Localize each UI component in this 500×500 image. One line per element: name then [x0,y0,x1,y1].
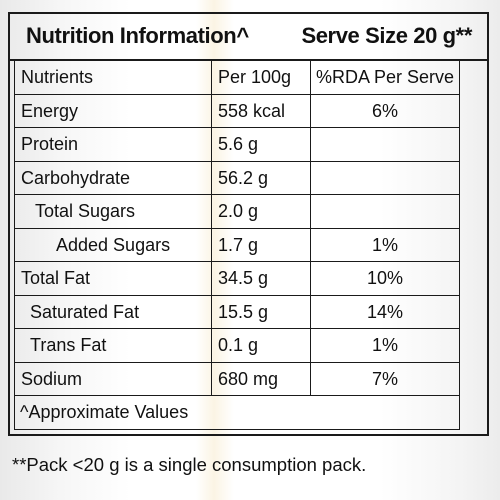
header-rda-per-serve: %RDA Per Serve [310,60,460,95]
header-nutrients: Nutrients [14,60,212,95]
row-protein-rda [310,127,460,162]
table-header-row: Nutrients Per 100g %RDA Per Serve [14,60,460,95]
panel-title: Nutrition Information^ [26,23,249,48]
row-total-sugars-nutrient: Total Sugars [14,194,212,229]
row-energy-nutrient: Energy [14,93,212,128]
table-row: Saturated Fat 15.5 g 14% [14,294,460,329]
row-total-sugars-rda [310,194,460,229]
row-trans-fat-nutrient: Trans Fat [14,328,212,363]
serve-size: Serve Size 20 g** [301,23,472,48]
table-row: Total Fat 34.5 g 10% [14,261,460,296]
approximate-values-note: ^Approximate Values [14,395,460,430]
row-added-sugars-nutrient: Added Sugars [14,227,212,262]
row-total-sugars-per-100g: 2.0 g [211,194,311,229]
row-added-sugars-rda: 1% [310,227,460,262]
table-row: Carbohydrate 56.2 g [14,160,460,195]
row-carbohydrate-per-100g: 56.2 g [211,160,311,195]
row-saturated-fat-per-100g: 15.5 g [211,294,311,329]
row-energy-per-100g: 558 kcal [211,93,311,128]
row-added-sugars-per-100g: 1.7 g [211,227,311,262]
row-saturated-fat-rda: 14% [310,294,460,329]
header-per-100g: Per 100g [211,60,311,95]
nutrition-table: Nutrients Per 100g %RDA Per Serve Energy… [14,60,460,430]
row-saturated-fat-nutrient: Saturated Fat [14,294,212,329]
row-protein-nutrient: Protein [14,127,212,162]
table-row: Energy 558 kcal 6% [14,93,460,128]
table-footnote-row: ^Approximate Values [14,395,460,430]
row-carbohydrate-rda [310,160,460,195]
table-row: Trans Fat 0.1 g 1% [14,328,460,363]
row-protein-per-100g: 5.6 g [211,127,311,162]
table-row: Sodium 680 mg 7% [14,361,460,396]
row-total-fat-per-100g: 34.5 g [211,261,311,296]
row-carbohydrate-nutrient: Carbohydrate [14,160,212,195]
row-sodium-nutrient: Sodium [14,361,212,396]
pack-note: **Pack <20 g is a single consumption pac… [12,454,367,475]
row-sodium-rda: 7% [310,361,460,396]
row-sodium-per-100g: 680 mg [211,361,311,396]
row-trans-fat-per-100g: 0.1 g [211,328,311,363]
title-row: Nutrition Information^ Serve Size 20 g** [10,14,487,61]
row-total-fat-rda: 10% [310,261,460,296]
row-total-fat-nutrient: Total Fat [14,261,212,296]
row-trans-fat-rda: 1% [310,328,460,363]
nutrition-panel: Nutrition Information^ Serve Size 20 g** [8,12,489,436]
table-row: Total Sugars 2.0 g [14,194,460,229]
row-energy-rda: 6% [310,93,460,128]
table-row: Added Sugars 1.7 g 1% [14,227,460,262]
table-row: Protein 5.6 g [14,127,460,162]
